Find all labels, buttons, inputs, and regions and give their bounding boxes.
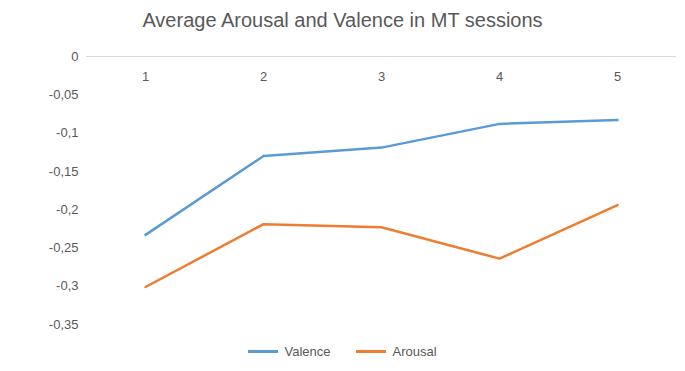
- svg-text:-0,35: -0,35: [49, 317, 79, 332]
- svg-text:-0,25: -0,25: [49, 240, 79, 255]
- svg-text:-0,15: -0,15: [49, 164, 79, 179]
- svg-text:-0,2: -0,2: [56, 202, 78, 217]
- svg-text:4: 4: [496, 69, 503, 84]
- svg-text:3: 3: [378, 69, 385, 84]
- svg-text:2: 2: [260, 69, 267, 84]
- svg-text:5: 5: [614, 69, 621, 84]
- html-text:Average Arousal and Valence in: Average Arousal and Valence in MT sessio…: [142, 9, 543, 31]
- svg-text:0: 0: [71, 49, 78, 64]
- html-text:Arousal: Arousal: [392, 343, 437, 359]
- svg-text:-0,1: -0,1: [56, 125, 78, 140]
- html-text:Valence: Valence: [284, 343, 331, 359]
- svg-text:-0,05: -0,05: [49, 87, 79, 102]
- svg-text:1: 1: [142, 69, 149, 84]
- svg-text:-0,3: -0,3: [56, 278, 78, 293]
